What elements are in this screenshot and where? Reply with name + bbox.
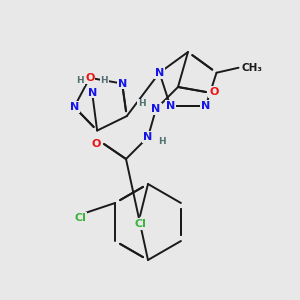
Text: N: N xyxy=(143,132,153,142)
Text: N: N xyxy=(152,104,160,114)
Text: H: H xyxy=(158,137,166,146)
Text: N: N xyxy=(166,101,175,111)
Text: H: H xyxy=(138,100,146,109)
Text: H: H xyxy=(76,76,84,85)
Text: H: H xyxy=(100,76,108,85)
Text: N: N xyxy=(118,79,127,88)
Text: O: O xyxy=(85,73,94,83)
Text: N: N xyxy=(88,88,97,98)
Text: O: O xyxy=(91,139,101,149)
Text: Cl: Cl xyxy=(134,219,146,229)
Text: O: O xyxy=(209,87,219,97)
Text: N: N xyxy=(201,101,210,111)
Text: Cl: Cl xyxy=(74,213,86,223)
Text: N: N xyxy=(70,102,79,112)
Text: CH₃: CH₃ xyxy=(242,63,262,73)
Text: N: N xyxy=(155,68,164,78)
